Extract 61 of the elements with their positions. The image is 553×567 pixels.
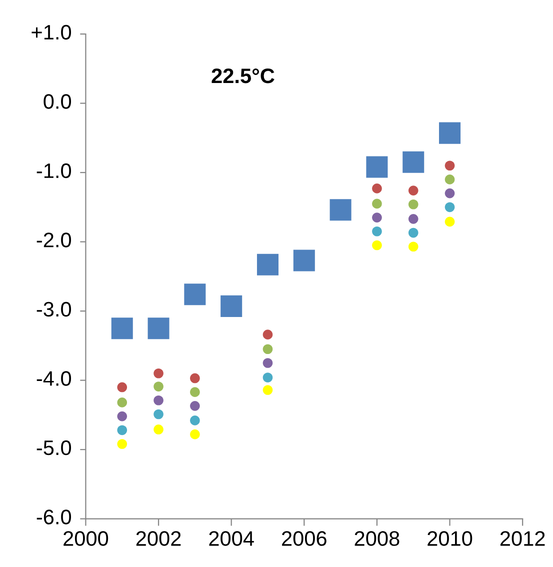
point bbox=[402, 151, 424, 173]
y-tick-label: -2.0 bbox=[36, 232, 72, 248]
point bbox=[444, 216, 455, 227]
point bbox=[154, 395, 164, 406]
y-tick-label: -1.0 bbox=[36, 163, 72, 178]
x-tick-label: 2012 bbox=[500, 531, 545, 546]
point bbox=[184, 284, 206, 306]
x-tick-label: 2008 bbox=[354, 531, 400, 546]
point bbox=[117, 382, 128, 392]
point bbox=[408, 242, 418, 252]
point bbox=[372, 212, 382, 222]
x-tick-label: 2004 bbox=[209, 531, 254, 546]
point bbox=[439, 122, 461, 144]
point bbox=[190, 387, 200, 397]
y-tick-label: -6.0 bbox=[36, 510, 72, 524]
y-tick-label: -5.0 bbox=[36, 440, 72, 456]
point bbox=[190, 401, 200, 411]
point bbox=[366, 156, 388, 178]
x-tick-label: 2006 bbox=[282, 531, 326, 546]
point bbox=[117, 411, 128, 422]
point bbox=[444, 202, 455, 212]
point bbox=[190, 416, 200, 426]
y-tick-label: -3.0 bbox=[36, 302, 72, 317]
point bbox=[154, 409, 164, 420]
point bbox=[372, 240, 382, 250]
point bbox=[117, 398, 128, 408]
y-tick-label: 0.0 bbox=[44, 94, 72, 109]
point bbox=[262, 344, 273, 354]
point bbox=[148, 318, 170, 340]
point bbox=[117, 425, 128, 436]
point bbox=[408, 228, 418, 238]
point bbox=[111, 318, 133, 340]
point bbox=[220, 295, 242, 317]
point bbox=[408, 199, 418, 210]
point bbox=[330, 199, 352, 221]
point bbox=[372, 184, 382, 194]
x-tick-label: 2000 bbox=[64, 531, 108, 546]
text: 22.5°C bbox=[212, 68, 274, 84]
point bbox=[262, 330, 273, 340]
point bbox=[117, 439, 128, 449]
point bbox=[408, 186, 418, 196]
point bbox=[154, 368, 164, 378]
point bbox=[190, 429, 200, 440]
x-tick-label: 2002 bbox=[136, 531, 181, 546]
point bbox=[372, 226, 382, 236]
point bbox=[444, 160, 455, 171]
point bbox=[372, 198, 382, 209]
point bbox=[444, 174, 455, 184]
point bbox=[262, 358, 273, 368]
point bbox=[154, 382, 164, 392]
point bbox=[444, 188, 455, 198]
y-tick-label: -4.0 bbox=[36, 371, 72, 386]
point bbox=[154, 424, 164, 434]
point bbox=[256, 254, 279, 276]
x-tick-label: 2010 bbox=[428, 531, 472, 546]
point bbox=[408, 214, 418, 224]
point bbox=[262, 372, 273, 382]
point bbox=[190, 373, 200, 384]
y-tick-label: +1.0 bbox=[32, 24, 72, 40]
point bbox=[293, 250, 315, 272]
point bbox=[262, 385, 273, 395]
